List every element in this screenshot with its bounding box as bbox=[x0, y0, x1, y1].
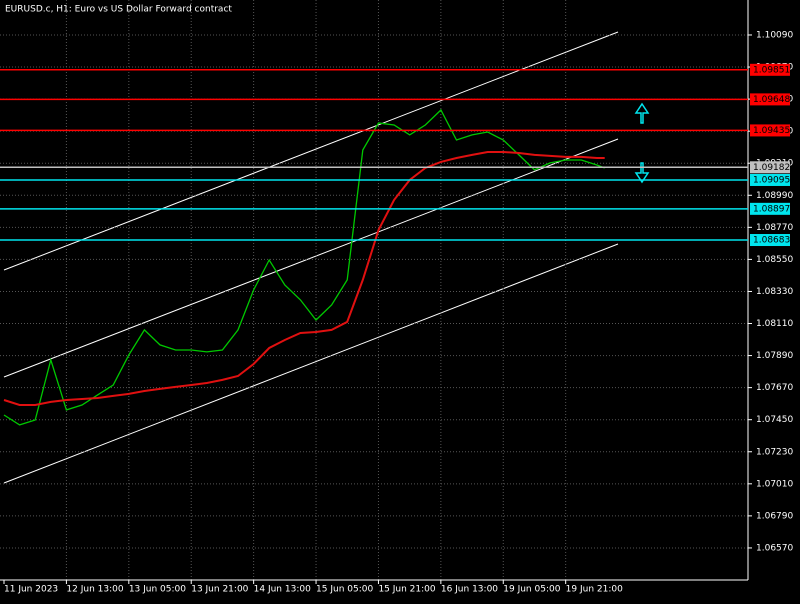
y-tick-label: 1.08110 bbox=[756, 319, 793, 329]
chart-title: EURUSD.c, H1: Euro vs US Dollar Forward … bbox=[5, 5, 232, 15]
y-tick-label: 1.07450 bbox=[756, 415, 793, 425]
resistance-level-label: 1.09648 bbox=[753, 95, 790, 105]
y-tick-label: 1.08550 bbox=[756, 255, 793, 265]
support-level-label: 1.09095 bbox=[753, 175, 790, 185]
resistance-level-tag bbox=[750, 124, 790, 137]
y-tick-label: 1.06570 bbox=[756, 543, 793, 553]
resistance-level-tag bbox=[750, 63, 790, 76]
y-tick-label: 1.07670 bbox=[756, 383, 793, 393]
y-tick-label: 1.08990 bbox=[756, 191, 793, 201]
support-level-label: 1.08897 bbox=[753, 204, 790, 214]
x-tick-label: 13 Jun 05:00 bbox=[129, 585, 186, 595]
up-arrow bbox=[634, 102, 650, 124]
channel-line bbox=[3, 138, 619, 378]
resistance-level-tag bbox=[750, 93, 790, 106]
resistance-level-label: 1.09851 bbox=[753, 65, 790, 75]
y-tick-label: 1.07230 bbox=[756, 447, 793, 457]
x-tick-label: 11 Jun 2023 bbox=[4, 585, 58, 595]
x-tick-label: 15 Jun 21:00 bbox=[378, 585, 435, 595]
y-tick-label: 1.08330 bbox=[756, 287, 793, 297]
series-line bbox=[3, 108, 605, 426]
last-price-tag bbox=[750, 161, 790, 174]
support-level-tag bbox=[750, 234, 790, 247]
support-level-tag bbox=[750, 173, 790, 186]
x-tick-label: 19 Jun 05:00 bbox=[503, 585, 560, 595]
x-tick-label: 14 Jun 13:00 bbox=[254, 585, 311, 595]
y-tick-label: 1.10090 bbox=[756, 30, 793, 40]
series-line bbox=[3, 151, 605, 406]
x-tick-label: 19 Jun 21:00 bbox=[566, 585, 623, 595]
channel-line bbox=[3, 31, 619, 271]
y-tick-label: 1.06790 bbox=[756, 511, 793, 521]
y-tick-label: 1.07890 bbox=[756, 351, 793, 361]
trend-channel bbox=[3, 31, 619, 484]
x-tick-label: 13 Jun 21:00 bbox=[191, 585, 248, 595]
last-price-label: 1.09182 bbox=[753, 163, 790, 173]
x-tick-label: 15 Jun 05:00 bbox=[316, 585, 373, 595]
x-tick-label: 16 Jun 13:00 bbox=[441, 585, 498, 595]
y-tick-label: 1.08770 bbox=[756, 223, 793, 233]
plot bbox=[0, 0, 748, 580]
y-tick-label: 1.07010 bbox=[756, 479, 793, 489]
support-level-tag bbox=[750, 202, 790, 215]
channel-line bbox=[3, 243, 619, 484]
down-arrow bbox=[634, 162, 650, 184]
support-level-label: 1.08683 bbox=[753, 236, 790, 246]
x-tick-label: 12 Jun 13:00 bbox=[66, 585, 123, 595]
resistance-level-label: 1.09435 bbox=[753, 126, 790, 136]
